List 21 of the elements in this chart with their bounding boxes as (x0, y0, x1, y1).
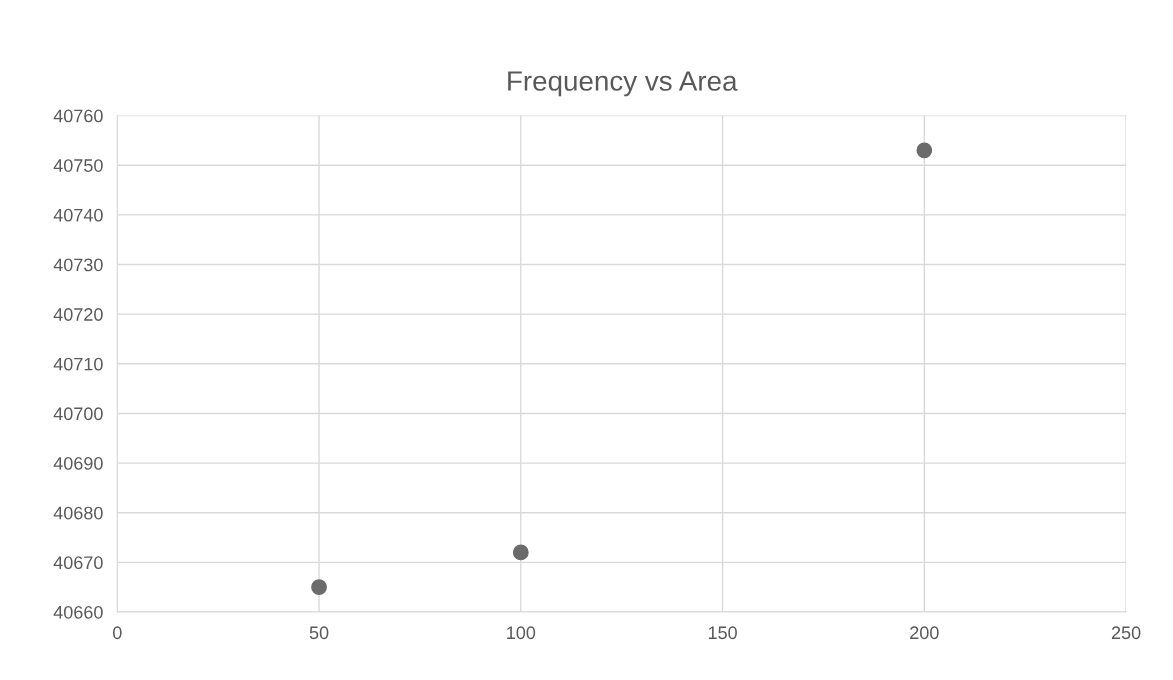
x-tick-label: 0 (112, 626, 122, 640)
y-tick-label: 40730 (53, 258, 103, 272)
y-tick-label: 40690 (53, 457, 103, 470)
y-tick-label: 40670 (53, 556, 103, 570)
y-tick-label: 40740 (53, 208, 103, 222)
point (916, 142, 933, 159)
y-tick-label: 40660 (53, 605, 103, 619)
y-tick-label: 40720 (53, 308, 103, 321)
x-tick-label: 200 (910, 626, 939, 640)
x-tick-label: 250 (1111, 626, 1141, 640)
x-tick-label: 100 (507, 626, 536, 640)
y-tick-label: 40680 (53, 506, 103, 520)
y-tick-label: 40710 (53, 357, 103, 371)
x-tick-label: 150 (708, 626, 737, 640)
y-tick-label: 40760 (53, 109, 103, 123)
y-tick-label: 40750 (53, 159, 103, 172)
x-tick-label: 50 (309, 626, 329, 640)
chart-title: Frequency vs Area (508, 71, 738, 97)
y-tick-label: 40700 (53, 407, 103, 421)
point (311, 579, 327, 596)
point (512, 544, 529, 561)
